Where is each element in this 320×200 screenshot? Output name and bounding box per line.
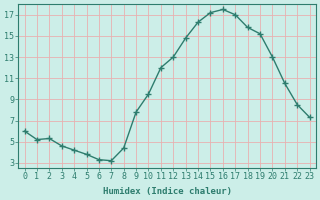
X-axis label: Humidex (Indice chaleur): Humidex (Indice chaleur) (103, 187, 232, 196)
